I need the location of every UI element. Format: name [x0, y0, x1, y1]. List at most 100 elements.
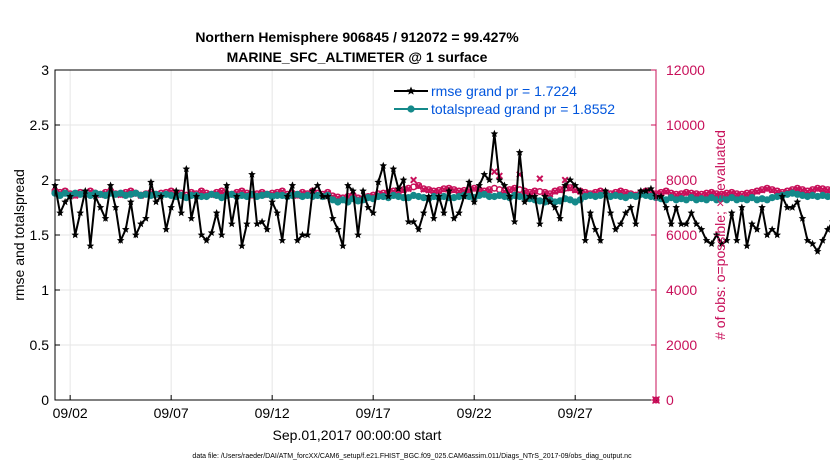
rmse-point — [263, 225, 271, 233]
rmse-point — [187, 214, 196, 222]
totalspread-point — [824, 192, 830, 201]
rmse-point — [303, 231, 312, 239]
rmse-point — [157, 192, 165, 200]
rmse-point — [76, 209, 85, 217]
rmse-point — [293, 236, 302, 244]
y-tick-label-left: 2 — [41, 172, 49, 188]
x-axis-label: Sep.01,2017 00:00:00 start — [273, 427, 442, 443]
obs-evaluated-point — [440, 185, 448, 193]
rmse-point — [642, 187, 650, 195]
rmse-point — [66, 192, 74, 200]
rmse-point — [748, 220, 756, 228]
rmse-point — [667, 220, 675, 228]
obs-evaluated-point — [420, 185, 428, 193]
rmse-point — [288, 181, 297, 189]
rmse-point — [308, 187, 317, 195]
obs-evaluated-point — [455, 188, 463, 196]
rmse-point — [273, 209, 282, 217]
rmse-point — [631, 220, 640, 228]
rmse-point — [480, 170, 489, 178]
rmse-point — [475, 181, 484, 189]
rmse-point — [212, 209, 221, 217]
rmse-point — [808, 239, 817, 248]
rmse-point — [61, 198, 69, 206]
rmse-point — [227, 220, 236, 228]
obs-evaluated-point — [723, 190, 731, 198]
rmse-point — [823, 225, 830, 233]
rmse-point — [152, 198, 160, 206]
rmse-point — [182, 165, 191, 173]
rmse-point — [409, 217, 418, 226]
x-axis: 09/02 09/07 09/12 09/17 09/22 09/27 — [53, 395, 593, 421]
rmse-point — [359, 187, 367, 195]
rmse-point — [334, 225, 342, 233]
chart-title-line1: Northern Hemisphere 906845 / 912072 = 99… — [195, 29, 519, 45]
rmse-point — [147, 178, 155, 186]
obs-evaluated-point — [773, 188, 781, 196]
left-axis: 0 0.5 1 1.5 2 2.5 3 — [30, 62, 60, 408]
obs-evaluated-point — [546, 190, 554, 198]
obs-evaluated-point — [809, 186, 817, 194]
rmse-point — [111, 203, 120, 211]
x-tick-label: 09/17 — [356, 405, 391, 421]
rmse-point — [268, 198, 276, 206]
chart-title-line2: MARINE_SFC_ALTIMETER @ 1 surface — [227, 49, 488, 65]
rmse-point — [429, 214, 438, 222]
rmse-point — [505, 192, 514, 200]
legend-box — [390, 78, 655, 124]
x-tick-label: 09/12 — [255, 405, 290, 421]
rmse-point — [389, 165, 398, 173]
obs-evaluated-point — [197, 188, 205, 196]
rmse-point — [248, 170, 256, 178]
rmse-point — [202, 236, 211, 244]
rmse-point — [91, 192, 100, 200]
rmse-point — [465, 178, 473, 186]
y-axis-label-left: rmse and totalspread — [11, 169, 27, 301]
y-tick-label-left: 1 — [41, 282, 49, 298]
rmse-point — [404, 217, 413, 226]
rmse-point — [167, 203, 175, 211]
obs-evaluated-point — [814, 185, 822, 193]
rmse-point — [414, 225, 423, 233]
rmse-point — [328, 214, 337, 222]
obs-evaluated-point — [793, 185, 801, 193]
rmse-point — [56, 209, 64, 217]
rmse-point — [591, 225, 600, 233]
obs-evaluated-point — [435, 187, 443, 195]
rmse-point — [813, 247, 822, 255]
rmse-point — [712, 231, 721, 239]
rmse-point — [243, 220, 251, 228]
rmse-point — [576, 187, 585, 195]
rmse-point — [349, 187, 357, 195]
rmse-point — [460, 192, 468, 200]
rmse-point — [379, 161, 388, 169]
rmse-point — [551, 203, 559, 211]
obs-possible-point — [415, 181, 423, 190]
y-tick-label-right: 0 — [666, 392, 674, 408]
obs-possible-point — [824, 186, 830, 194]
legend: rmse grand pr = 1.7224 totalspread grand… — [390, 78, 655, 124]
y-axis-label-right: # of obs: o=possible; ×=evaluated — [712, 130, 728, 340]
rmse-point — [339, 242, 347, 250]
rmse-point — [586, 209, 595, 217]
rmse-point — [455, 209, 463, 217]
x-tick-label: 09/22 — [457, 405, 492, 421]
rmse-point — [541, 192, 549, 200]
y-tick-label-right: 6000 — [666, 227, 697, 243]
rmse-point — [217, 231, 226, 239]
legend-label-totalspread: totalspread grand pr = 1.8552 — [431, 101, 615, 117]
rmse-point — [313, 181, 322, 189]
rmse-point — [561, 181, 569, 189]
rmse-point — [682, 220, 691, 228]
rmse-point — [783, 203, 792, 211]
rmse-point — [596, 236, 605, 244]
rmse-point — [172, 187, 181, 195]
rmse-point — [687, 209, 696, 217]
obs-evaluated-point — [702, 190, 711, 198]
rmse-point — [510, 217, 519, 226]
rmse-point — [283, 192, 292, 200]
rmse-point — [197, 231, 206, 239]
rmse-point — [253, 220, 261, 228]
obs-evaluated-point — [405, 185, 413, 193]
rmse-point — [788, 203, 797, 211]
